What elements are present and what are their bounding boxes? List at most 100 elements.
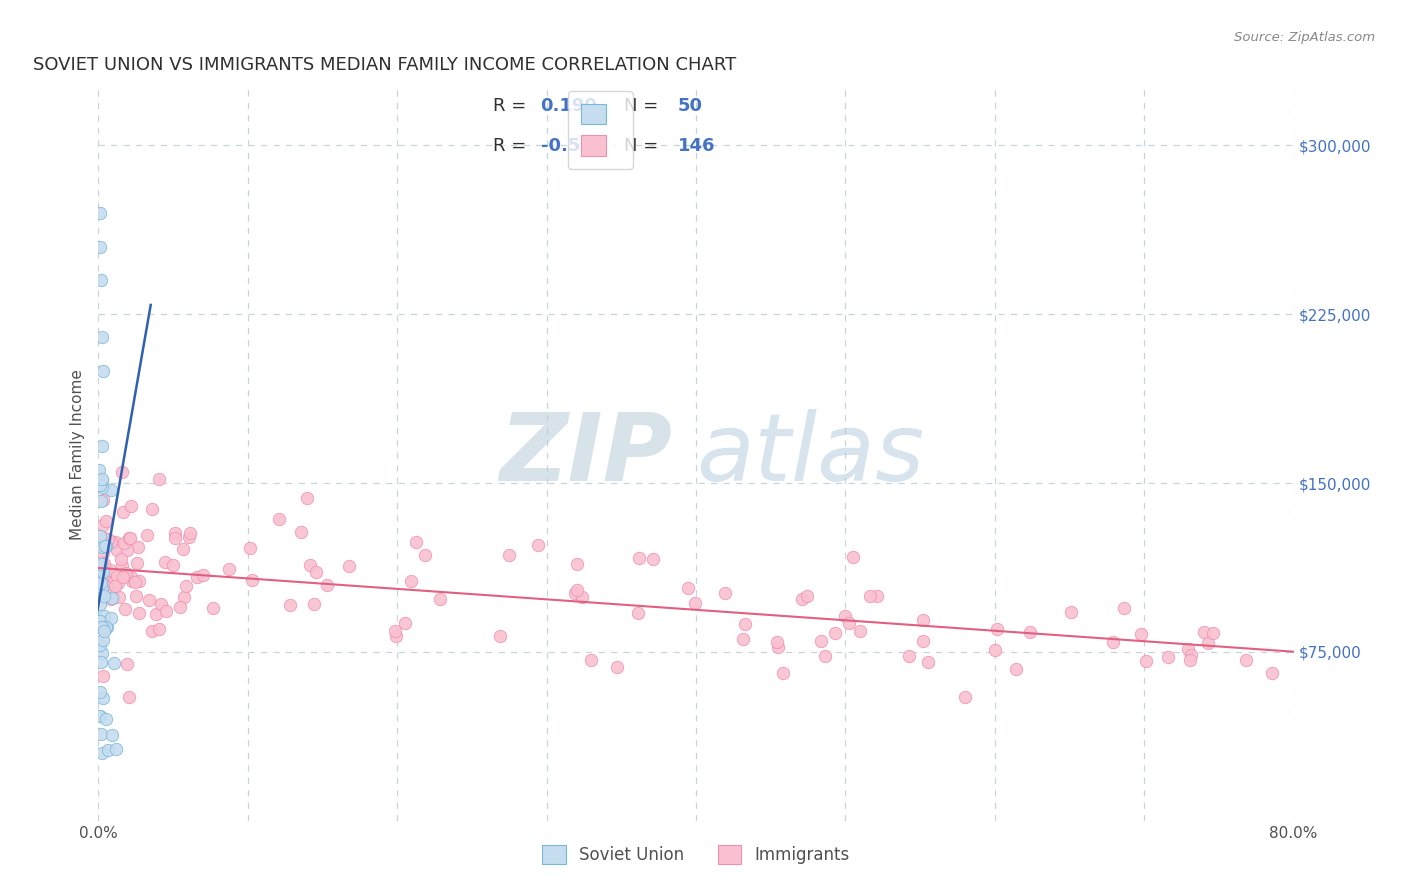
Point <box>1018 625 1040 640</box>
Point <box>93 558 115 572</box>
Text: SOVIET UNION VS IMMIGRANTS MEDIAN FAMILY INCOME CORRELATION CHART: SOVIET UNION VS IMMIGRANTS MEDIAN FAMILY… <box>32 56 735 74</box>
Point <box>627 607 650 621</box>
Point <box>1060 605 1083 619</box>
Point <box>89 529 111 543</box>
Point <box>1202 625 1225 640</box>
Point <box>299 558 322 573</box>
Point <box>1178 653 1201 667</box>
Point <box>87 463 110 477</box>
Point <box>838 615 860 630</box>
Point <box>101 591 124 606</box>
Point <box>103 585 125 599</box>
Text: ZIP: ZIP <box>499 409 672 501</box>
Point <box>1130 627 1153 641</box>
Point <box>111 558 134 573</box>
Legend: Soviet Union, Immigrants: Soviet Union, Immigrants <box>536 838 856 871</box>
Point <box>173 591 195 605</box>
Point <box>917 656 939 670</box>
Point <box>242 573 264 587</box>
Point <box>564 586 586 600</box>
Point <box>120 500 142 514</box>
Point <box>91 439 114 453</box>
Point <box>384 629 406 643</box>
Point <box>96 581 118 595</box>
Point <box>104 578 127 592</box>
Point <box>91 646 114 660</box>
Point <box>118 532 141 546</box>
Point <box>849 624 872 638</box>
Y-axis label: Median Family Income: Median Family Income <box>70 369 86 541</box>
Point <box>1180 648 1202 663</box>
Point <box>169 599 191 614</box>
Text: -0.564: -0.564 <box>541 136 605 154</box>
Point <box>394 615 416 630</box>
Point <box>149 597 172 611</box>
Point <box>1261 665 1284 680</box>
Point <box>111 465 134 479</box>
Point <box>98 563 121 577</box>
Point <box>571 590 593 604</box>
Point <box>141 624 163 638</box>
Point <box>1192 624 1215 639</box>
Point <box>415 549 437 563</box>
Point <box>90 472 112 486</box>
Point <box>1177 641 1199 656</box>
Point <box>90 557 112 571</box>
Point <box>155 604 177 618</box>
Point <box>565 558 588 572</box>
Point <box>97 571 120 585</box>
Point <box>165 525 187 540</box>
Point <box>90 621 112 635</box>
Point <box>89 206 111 220</box>
Point <box>1135 654 1157 668</box>
Point <box>179 530 201 544</box>
Point <box>90 493 112 508</box>
Point <box>429 592 451 607</box>
Point <box>91 557 114 571</box>
Text: 0.190: 0.190 <box>541 96 598 114</box>
Point <box>91 363 114 377</box>
Text: N =: N = <box>624 136 658 154</box>
Point <box>176 578 198 592</box>
Point <box>100 534 122 549</box>
Point <box>94 712 117 726</box>
Point <box>105 569 128 583</box>
Point <box>290 524 312 539</box>
Point <box>98 588 121 602</box>
Text: R =: R = <box>494 96 526 114</box>
Point <box>128 606 150 620</box>
Point <box>93 624 115 639</box>
Point <box>676 581 699 595</box>
Point <box>96 619 118 633</box>
Text: 146: 146 <box>678 136 716 154</box>
Point <box>239 541 262 556</box>
Point <box>91 621 114 635</box>
Point <box>94 619 117 633</box>
Point <box>297 491 319 506</box>
Point <box>772 666 794 681</box>
Point <box>148 472 170 486</box>
Text: N =: N = <box>624 96 658 114</box>
Point <box>579 653 602 667</box>
Point <box>148 622 170 636</box>
Point <box>898 648 921 663</box>
Point <box>100 611 122 625</box>
Point <box>269 512 291 526</box>
Point <box>114 566 136 581</box>
Point <box>111 505 134 519</box>
Point <box>488 629 510 643</box>
Point <box>384 624 406 639</box>
Point <box>94 539 117 553</box>
Point <box>87 566 110 580</box>
Point <box>97 743 120 757</box>
Point <box>124 575 146 590</box>
Point <box>91 492 114 507</box>
Point <box>121 574 143 589</box>
Point <box>641 552 664 566</box>
Point <box>120 570 142 584</box>
Point <box>91 669 114 683</box>
Point <box>91 560 114 574</box>
Point <box>89 598 111 612</box>
Point <box>685 596 707 610</box>
Point <box>94 539 117 553</box>
